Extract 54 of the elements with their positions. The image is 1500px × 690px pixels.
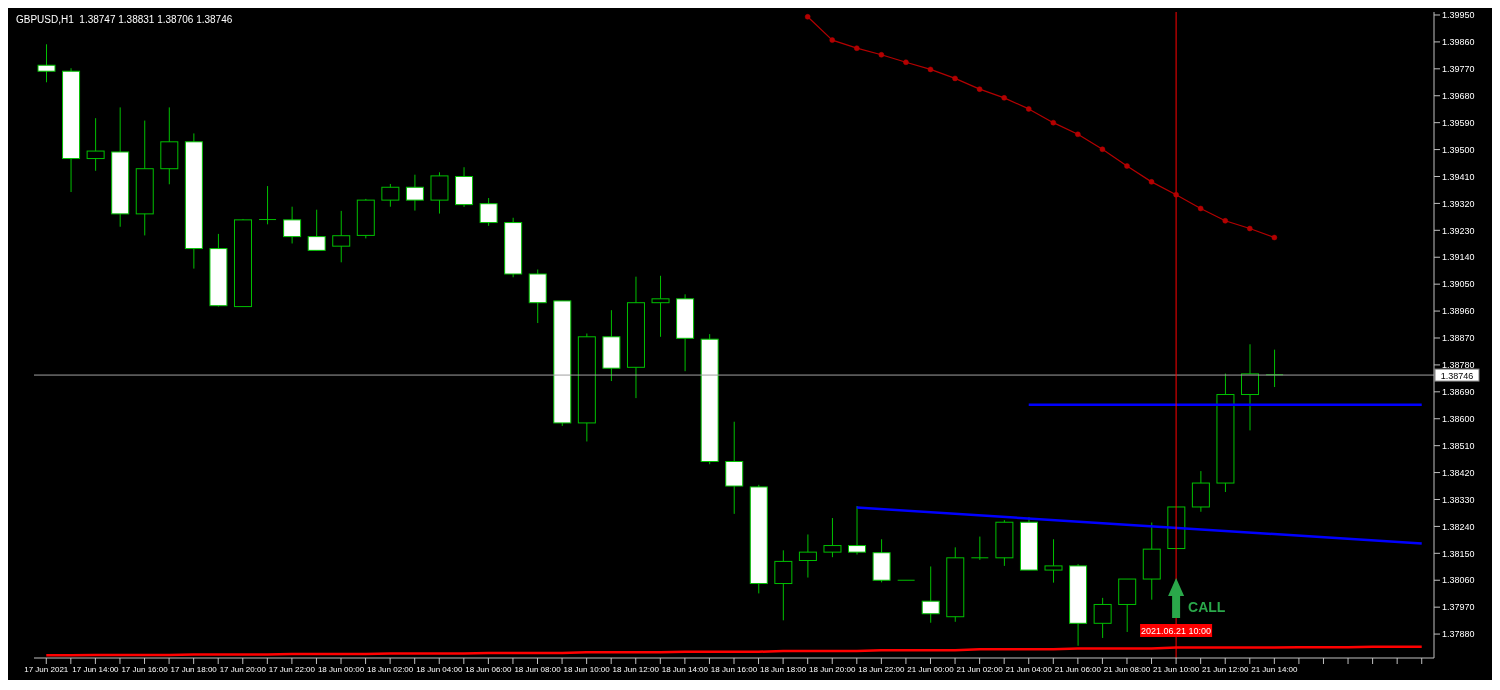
y-tick-label: 1.38600 — [1442, 413, 1475, 424]
x-tick-label: 18 Jun 20:00 — [809, 664, 856, 674]
x-tick-label: 21 Jun 00:00 — [907, 664, 955, 674]
x-tick-label: 18 Jun 22:00 — [858, 664, 906, 674]
y-tick-label: 1.39230 — [1442, 225, 1475, 236]
ref-line-label: 1.38746 — [1440, 370, 1474, 381]
y-tick-label: 1.38960 — [1442, 306, 1475, 317]
y-tick-label: 1.39950 — [1442, 10, 1475, 21]
y-tick-label: 1.38150 — [1442, 548, 1475, 559]
x-tick-label: 18 Jun 04:00 — [416, 664, 463, 674]
y-tick-label: 1.39140 — [1442, 252, 1475, 263]
x-tick-label: 17 Jun 22:00 — [268, 664, 316, 674]
chart-title: GBPUSD,H1 1.38747 1.38831 1.38706 1.38746 — [16, 14, 233, 25]
y-tick-label: 1.39590 — [1442, 117, 1475, 128]
x-tick-label: 18 Jun 10:00 — [563, 664, 611, 674]
ref-line-label: 2021.06.21 10:00 — [1141, 625, 1212, 636]
y-tick-label: 1.39770 — [1442, 64, 1475, 75]
x-tick-label: 17 Jun 14:00 — [72, 664, 120, 674]
x-tick-label: 18 Jun 08:00 — [514, 664, 562, 674]
annotation: CALL — [1188, 599, 1226, 615]
x-tick-label: 17 Jun 16:00 — [121, 664, 169, 674]
x-tick-label: 21 Jun 14:00 — [1251, 664, 1299, 674]
y-tick-label: 1.39680 — [1442, 90, 1475, 101]
y-tick-label: 1.38870 — [1442, 333, 1475, 344]
x-tick-label: 18 Jun 06:00 — [465, 664, 513, 674]
x-tick-label: 21 Jun 10:00 — [1152, 664, 1200, 674]
x-tick-label: 18 Jun 00:00 — [317, 664, 365, 674]
y-tick-label: 1.38420 — [1442, 467, 1475, 478]
x-tick-label: 17 Jun 2021 — [24, 664, 69, 674]
y-tick-label: 1.39320 — [1442, 198, 1475, 209]
x-tick-label: 18 Jun 16:00 — [710, 664, 758, 674]
x-tick-label: 17 Jun 18:00 — [170, 664, 218, 674]
y-tick-label: 1.38330 — [1442, 494, 1475, 505]
x-tick-label: 21 Jun 12:00 — [1202, 664, 1249, 674]
y-tick-label: 1.39410 — [1442, 171, 1475, 182]
x-tick-label: 21 Jun 02:00 — [956, 664, 1004, 674]
y-tick-label: 1.37970 — [1442, 602, 1475, 613]
y-tick-label: 1.38510 — [1442, 440, 1475, 451]
y-tick-label: 1.38780 — [1442, 360, 1475, 371]
x-tick-label: 21 Jun 04:00 — [1005, 664, 1053, 674]
y-tick-label: 1.38060 — [1442, 575, 1475, 586]
y-tick-label: 1.37880 — [1442, 629, 1475, 640]
y-tick-label: 1.38240 — [1442, 521, 1475, 532]
x-tick-label: 18 Jun 18:00 — [759, 664, 807, 674]
x-tick-label: 18 Jun 14:00 — [661, 664, 709, 674]
x-tick-label: 21 Jun 08:00 — [1103, 664, 1151, 674]
y-tick-label: 1.39860 — [1442, 37, 1475, 48]
y-tick-label: 1.38690 — [1442, 387, 1475, 398]
x-tick-label: 17 Jun 20:00 — [219, 664, 267, 674]
x-tick-label: 21 Jun 06:00 — [1054, 664, 1102, 674]
y-tick-label: 1.39050 — [1442, 279, 1475, 290]
x-tick-label: 18 Jun 12:00 — [612, 664, 660, 674]
x-tick-label: 18 Jun 02:00 — [367, 664, 414, 674]
y-tick-label: 1.39500 — [1442, 144, 1475, 155]
